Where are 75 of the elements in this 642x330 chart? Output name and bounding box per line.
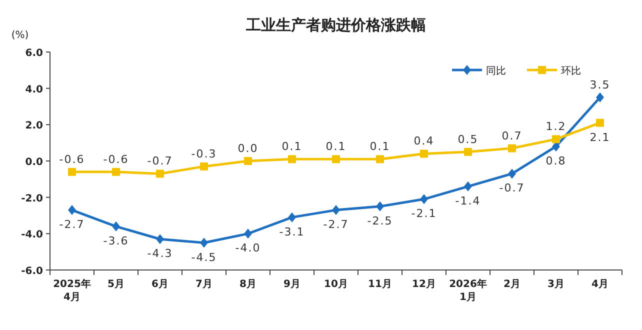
point	[464, 181, 472, 192]
point	[112, 168, 120, 176]
data-label: -0.6	[59, 152, 85, 166]
data-label: -3.6	[103, 234, 129, 248]
x-tick-label: 3月	[548, 279, 564, 290]
data-label: -4.5	[191, 250, 217, 264]
point	[332, 155, 340, 164]
point	[200, 162, 208, 170]
y-tick-label: -4.0	[21, 230, 44, 241]
x-tick-label: 9月	[284, 279, 300, 290]
y-tick-label: -6.0	[21, 266, 44, 277]
point	[420, 150, 428, 158]
data-label: 0.4	[414, 134, 434, 148]
point	[376, 201, 384, 212]
point	[508, 144, 516, 152]
data-label: 0.5	[458, 132, 478, 146]
x-tick-label: 10月	[324, 279, 348, 290]
x-tick-label: 2月	[504, 279, 520, 290]
legend-label: 同比	[486, 65, 506, 77]
data-label: -4.0	[235, 242, 261, 255]
data-label: -2.7	[59, 218, 85, 232]
point	[288, 155, 296, 164]
x-tick-label: 2026年 1月	[449, 278, 487, 303]
point	[420, 194, 428, 204]
x-tick-label: 11月	[368, 279, 392, 290]
data-label: -0.6	[103, 152, 129, 166]
data-label: -4.3	[147, 247, 173, 260]
data-label: -2.1	[411, 207, 437, 220]
data-label: -1.4	[455, 194, 481, 208]
data-label: 0.1	[370, 140, 390, 154]
data-label: -2.5	[367, 214, 393, 228]
point	[288, 212, 296, 222]
data-label: 0.1	[326, 140, 346, 154]
point	[156, 234, 164, 244]
chart-title: 工业生产者购进价格涨跌幅	[245, 16, 426, 34]
point	[244, 228, 252, 239]
point	[156, 170, 164, 178]
data-label: 1.2	[546, 120, 566, 134]
x-tick-label: 7月	[196, 279, 212, 290]
point	[508, 168, 516, 179]
data-label: 0.7	[502, 129, 522, 142]
point	[596, 118, 604, 127]
data-label: -0.7	[147, 154, 173, 168]
y-axis-title: (%)	[11, 30, 29, 41]
data-label: 0.0	[238, 142, 258, 155]
point	[200, 238, 208, 248]
point	[332, 205, 340, 216]
x-tick-label: 6月	[152, 279, 168, 290]
point	[596, 92, 604, 102]
point	[464, 148, 472, 156]
data-label: -3.1	[279, 225, 305, 238]
data-label: 2.1	[590, 130, 610, 144]
x-tick-label: 5月	[108, 279, 124, 290]
point	[244, 157, 252, 165]
data-label: 0.8	[546, 154, 566, 168]
y-tick-label: -2.0	[21, 193, 44, 204]
data-label: -2.7	[323, 218, 349, 232]
data-label: 0.1	[282, 140, 302, 154]
data-label: -0.3	[191, 147, 217, 160]
point	[68, 168, 76, 176]
x-tick-label: 8月	[240, 279, 256, 290]
legend-label: 环比	[561, 65, 581, 77]
x-tick-label: 12月	[412, 279, 436, 290]
point	[376, 155, 384, 164]
data-label: -0.7	[499, 182, 525, 195]
x-tick-label: 4月	[592, 279, 608, 290]
y-tick-label: 0.0	[25, 157, 44, 168]
point	[112, 221, 120, 232]
point	[68, 205, 76, 216]
y-tick-label: 2.0	[25, 120, 44, 132]
y-tick-label: 6.0	[25, 48, 44, 59]
x-tick-label: 2025年 4月	[53, 278, 91, 303]
data-label: 3.5	[590, 78, 610, 92]
point	[552, 135, 560, 144]
y-tick-label: 4.0	[25, 84, 44, 96]
